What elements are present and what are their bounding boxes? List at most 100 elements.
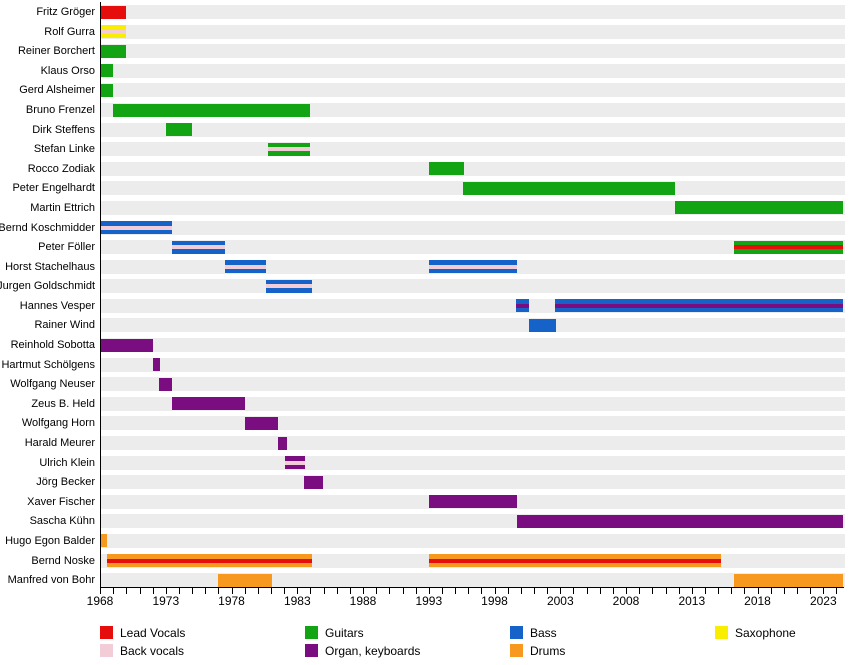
axis-tick <box>612 588 614 594</box>
row-band <box>101 63 845 78</box>
row-band <box>101 338 845 352</box>
member-label: Wolfgang Neuser <box>10 378 95 391</box>
member-label: Bernd Noske <box>31 554 95 567</box>
timeline-bar <box>100 338 153 352</box>
timeline-bar <box>428 554 721 567</box>
member-label: Reinhold Sobotta <box>10 339 95 351</box>
timeline-bar <box>463 181 675 195</box>
legend-swatch-saxophone <box>715 626 728 639</box>
role-stripe <box>733 245 843 250</box>
axis-tick <box>271 588 272 594</box>
axis-tick <box>691 588 693 594</box>
axis-tick <box>823 588 825 594</box>
legend-label: Saxophone <box>735 626 796 640</box>
row-band <box>101 436 845 450</box>
tick-label: 2023 <box>809 594 837 608</box>
axis-tick <box>744 588 746 594</box>
axis-tick <box>165 588 167 594</box>
axis-tick <box>783 588 785 594</box>
axis-tick <box>244 588 246 594</box>
axis-tick <box>520 588 522 594</box>
axis-tick <box>402 588 404 594</box>
axis-tick <box>665 588 667 594</box>
axis-tick <box>428 588 430 594</box>
member-label: Stefan Linke <box>33 143 95 156</box>
axis-tick <box>231 588 233 594</box>
timeline-bar <box>165 123 193 136</box>
timeline-bar <box>555 299 843 313</box>
axis-tick <box>731 588 733 594</box>
timeline-bar <box>428 162 465 176</box>
row-band <box>101 220 845 235</box>
timeline-bar <box>277 436 287 450</box>
role-stripe <box>285 460 306 465</box>
member-label: Wolfgang Horn <box>21 417 95 430</box>
row-band <box>101 240 845 255</box>
axis-tick <box>586 588 588 594</box>
axis-tick <box>205 588 207 594</box>
timeline-bar <box>100 534 107 548</box>
axis-tick <box>797 588 798 594</box>
timeline-bar <box>428 495 517 509</box>
legend-swatch-drums <box>510 644 523 657</box>
axis-tick <box>626 588 627 594</box>
tick-label: 2003 <box>546 594 574 608</box>
axis-tick <box>810 588 812 594</box>
timeline-bar <box>733 240 843 254</box>
member-label: Ulrich Klein <box>39 456 95 469</box>
axis-tick <box>547 588 549 594</box>
axis-tick <box>652 588 654 594</box>
x-axis-line <box>100 587 844 588</box>
legend-label: Bass <box>530 626 557 640</box>
axis-tick <box>494 588 496 594</box>
axis-tick <box>152 588 154 594</box>
timeline-bar <box>113 103 311 117</box>
member-label: Jurgen Goldschmidt <box>0 280 95 293</box>
timeline-bar <box>265 279 312 293</box>
legend-swatch-organ_keyboards <box>305 644 318 657</box>
role-stripe <box>428 558 721 563</box>
axis-tick <box>139 588 141 594</box>
axis-tick <box>704 588 706 594</box>
member-label: Martin Ettrich <box>30 201 95 214</box>
axis-tick <box>178 588 180 594</box>
axis-tick <box>376 588 378 594</box>
axis-tick <box>113 588 115 594</box>
member-label: Reiner Borchert <box>17 45 95 58</box>
axis-tick <box>415 588 417 594</box>
timeline-bar <box>106 554 312 567</box>
member-label: Peter Engelhardt <box>12 182 95 195</box>
tick-label: 1988 <box>349 594 377 608</box>
legend-label: Back vocals <box>120 644 185 658</box>
row-band <box>101 573 845 588</box>
member-label: Dirk Steffens <box>32 123 95 136</box>
row-band <box>101 24 845 39</box>
tick-label: 2008 <box>612 594 640 608</box>
axis-tick <box>441 588 443 594</box>
axis-tick <box>573 588 575 594</box>
tick-label: 2013 <box>678 594 706 608</box>
timeline-bar <box>428 260 517 274</box>
legend-label: Drums <box>530 644 566 658</box>
member-label: Bruno Frenzel <box>25 104 95 116</box>
axis-tick <box>455 588 457 594</box>
member-label: Bernd Koschmidder <box>0 221 95 234</box>
legend-label: Guitars <box>325 626 364 640</box>
tick-label: 1998 <box>481 594 508 608</box>
legend-swatch-back_vocals <box>100 644 113 657</box>
axis-tick <box>336 588 338 594</box>
legend-label: Lead Vocals <box>120 626 186 640</box>
timeline-bar <box>268 142 311 156</box>
tick-label: 1973 <box>152 594 180 608</box>
tick-label: 2018 <box>744 594 771 608</box>
timeline-bar <box>100 221 173 234</box>
axis-tick <box>284 588 286 594</box>
timeline-bar <box>100 44 127 58</box>
role-stripe <box>100 29 127 34</box>
timeline-bar <box>100 83 114 97</box>
axis-tick <box>297 588 299 594</box>
timeline-bar <box>100 5 127 19</box>
row-band <box>101 122 845 137</box>
timeline-bar <box>528 318 557 332</box>
member-label: Hannes Vesper <box>19 299 95 312</box>
